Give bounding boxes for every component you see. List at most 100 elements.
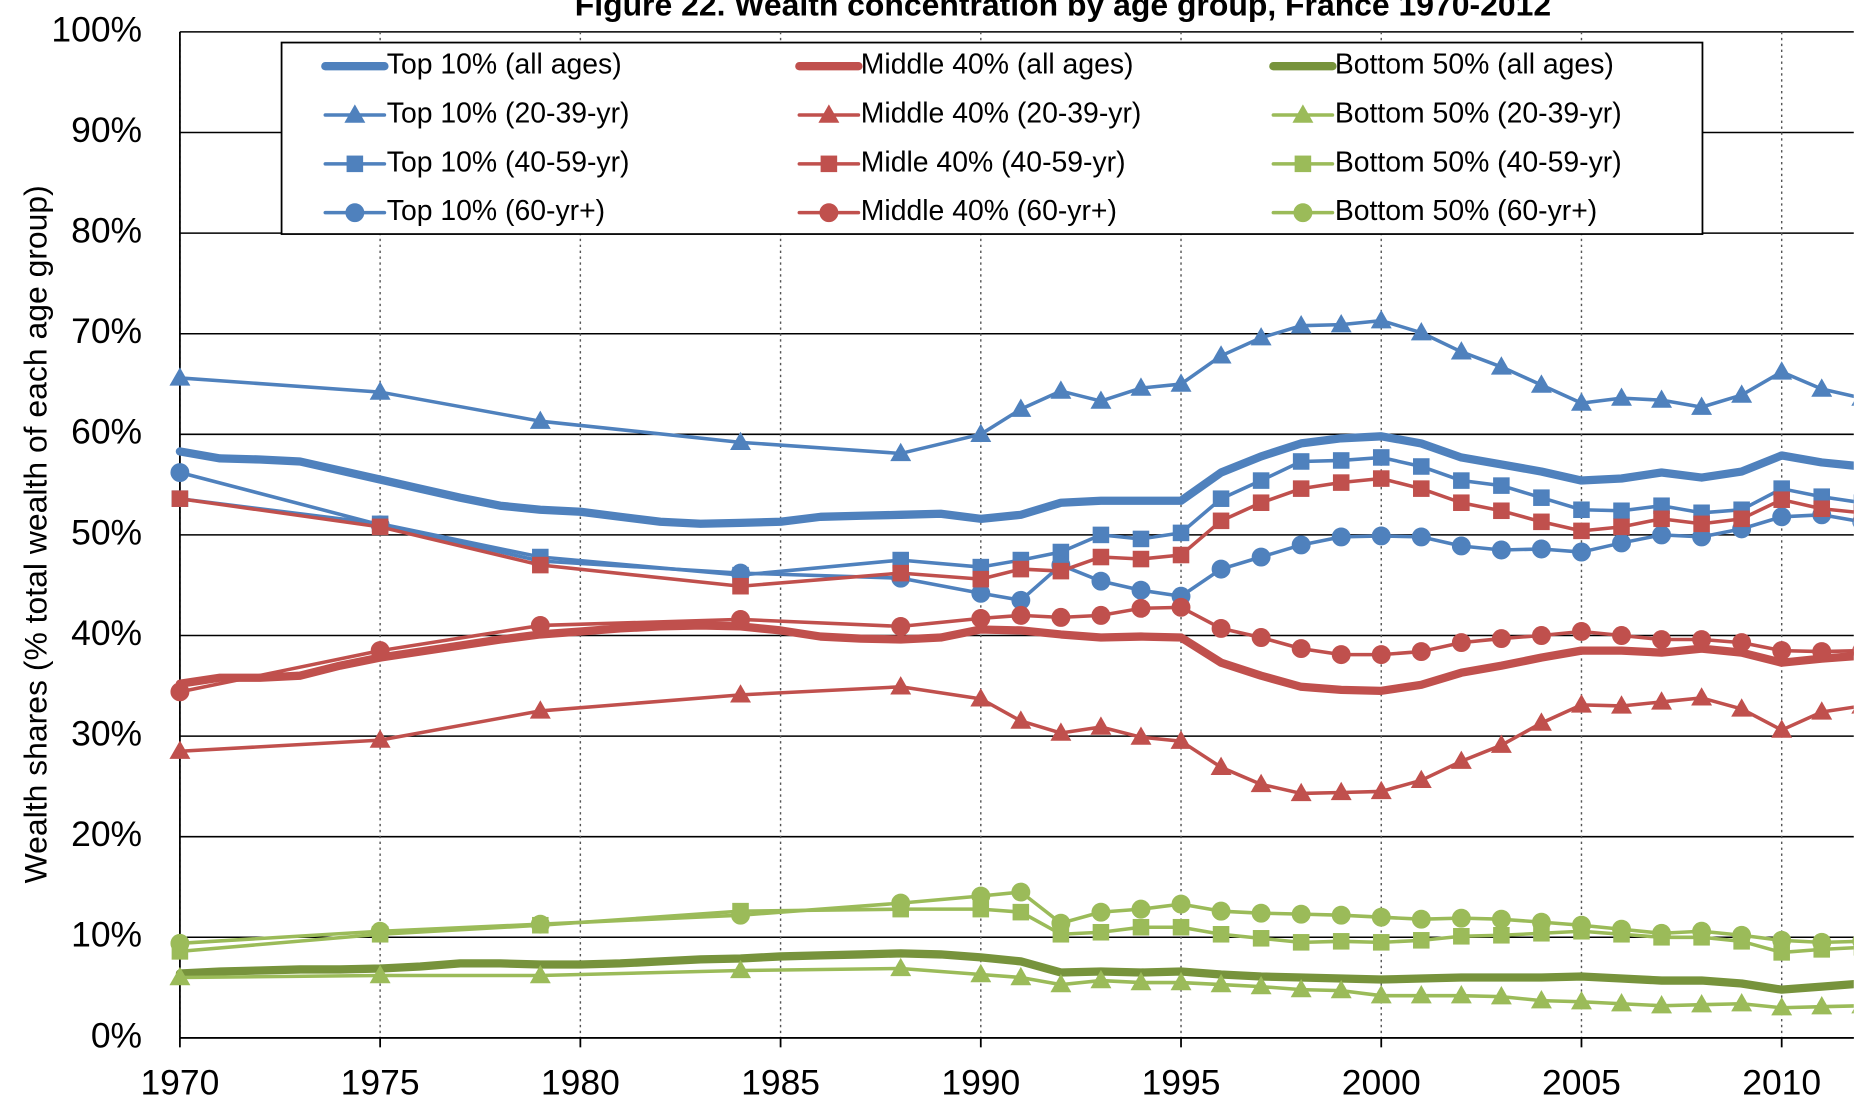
marker	[1211, 619, 1231, 638]
series-line	[175, 621, 1854, 695]
marker	[1011, 882, 1031, 902]
marker	[1130, 971, 1152, 991]
marker	[1533, 513, 1550, 531]
marker	[1290, 782, 1312, 802]
y-tick-label: 30%	[71, 713, 142, 753]
marker	[1491, 629, 1511, 648]
marker	[1611, 695, 1632, 714]
series-line	[175, 949, 1854, 994]
marker	[1330, 781, 1352, 801]
legend-label: Middle 40% (60-yr+)	[861, 195, 1117, 227]
marker	[1210, 973, 1232, 993]
marker	[369, 964, 391, 984]
marker	[170, 463, 190, 482]
marker	[1371, 907, 1391, 927]
marker	[971, 886, 991, 906]
marker	[820, 155, 838, 173]
x-tick-label: 2010	[1742, 1063, 1821, 1103]
marker	[1613, 502, 1630, 520]
marker	[1451, 908, 1471, 928]
x-tick-label: 1970	[140, 1063, 219, 1103]
marker	[1012, 560, 1030, 578]
marker	[1652, 630, 1672, 649]
marker	[1252, 494, 1270, 511]
marker	[1851, 1009, 1854, 1014]
marker	[1651, 691, 1673, 710]
marker	[1411, 642, 1431, 662]
marker	[892, 564, 909, 582]
marker	[1012, 903, 1030, 921]
marker	[1172, 524, 1190, 542]
marker	[1252, 930, 1270, 947]
marker	[529, 410, 551, 429]
x-tick-label: 1995	[1142, 1063, 1221, 1103]
marker	[1293, 203, 1313, 223]
marker	[1612, 919, 1631, 939]
marker	[1294, 155, 1312, 173]
marker	[1691, 396, 1713, 415]
marker	[1210, 756, 1232, 775]
marker	[1370, 780, 1392, 800]
marker	[1453, 928, 1470, 945]
marker	[1250, 773, 1272, 793]
marker	[1570, 392, 1592, 411]
marker	[1250, 327, 1272, 346]
marker	[346, 155, 364, 173]
marker	[1251, 547, 1271, 567]
marker	[1051, 607, 1071, 627]
marker	[1010, 398, 1032, 417]
marker	[1252, 472, 1270, 489]
marker	[1131, 580, 1151, 600]
marker	[891, 616, 911, 636]
marker	[1451, 536, 1471, 556]
legend-box	[280, 41, 1704, 235]
marker	[1090, 969, 1112, 989]
marker	[344, 104, 366, 123]
series-line	[178, 470, 1854, 603]
marker	[1172, 546, 1190, 564]
y-tick-label: 20%	[71, 814, 142, 854]
x-tick-label: 1985	[741, 1063, 820, 1103]
marker	[1050, 973, 1072, 993]
grid: 0% 10% 20% 30% 40% 50% 60% 70% 80% 90% 100% 1970 197…	[51, 9, 1854, 1103]
y-tick-label: 0%	[91, 1015, 142, 1055]
marker	[1130, 726, 1152, 745]
marker	[818, 104, 840, 123]
marker	[1413, 480, 1430, 497]
marker	[1331, 645, 1351, 665]
marker	[1010, 710, 1032, 729]
marker	[1531, 626, 1551, 645]
marker	[1812, 932, 1832, 952]
marker	[1692, 630, 1712, 649]
marker	[529, 700, 551, 719]
marker	[1851, 401, 1854, 406]
chart-title: Figure 22. Wealth concentration by age g…	[575, 0, 1551, 23]
marker	[1851, 709, 1854, 714]
marker	[1290, 978, 1312, 998]
marker	[1530, 712, 1552, 731]
marker	[1132, 530, 1150, 548]
series-line	[178, 890, 1854, 946]
marker	[369, 729, 391, 748]
marker	[1493, 927, 1510, 944]
plot-area	[169, 309, 1854, 1016]
series-line	[175, 432, 1854, 528]
marker	[1372, 449, 1390, 466]
marker	[890, 676, 912, 695]
marker	[970, 423, 992, 442]
marker	[1731, 698, 1753, 717]
marker	[1091, 605, 1111, 625]
marker	[1530, 374, 1552, 393]
marker	[1531, 539, 1551, 559]
marker	[1411, 909, 1431, 929]
marker	[1530, 990, 1552, 1009]
series-line	[178, 605, 1854, 694]
marker	[1451, 633, 1471, 653]
marker	[1132, 918, 1150, 936]
marker	[1413, 932, 1430, 949]
marker	[1370, 309, 1392, 329]
marker	[970, 688, 992, 707]
marker	[1052, 562, 1070, 580]
marker	[730, 959, 752, 979]
y-tick-label: 80%	[71, 210, 142, 250]
